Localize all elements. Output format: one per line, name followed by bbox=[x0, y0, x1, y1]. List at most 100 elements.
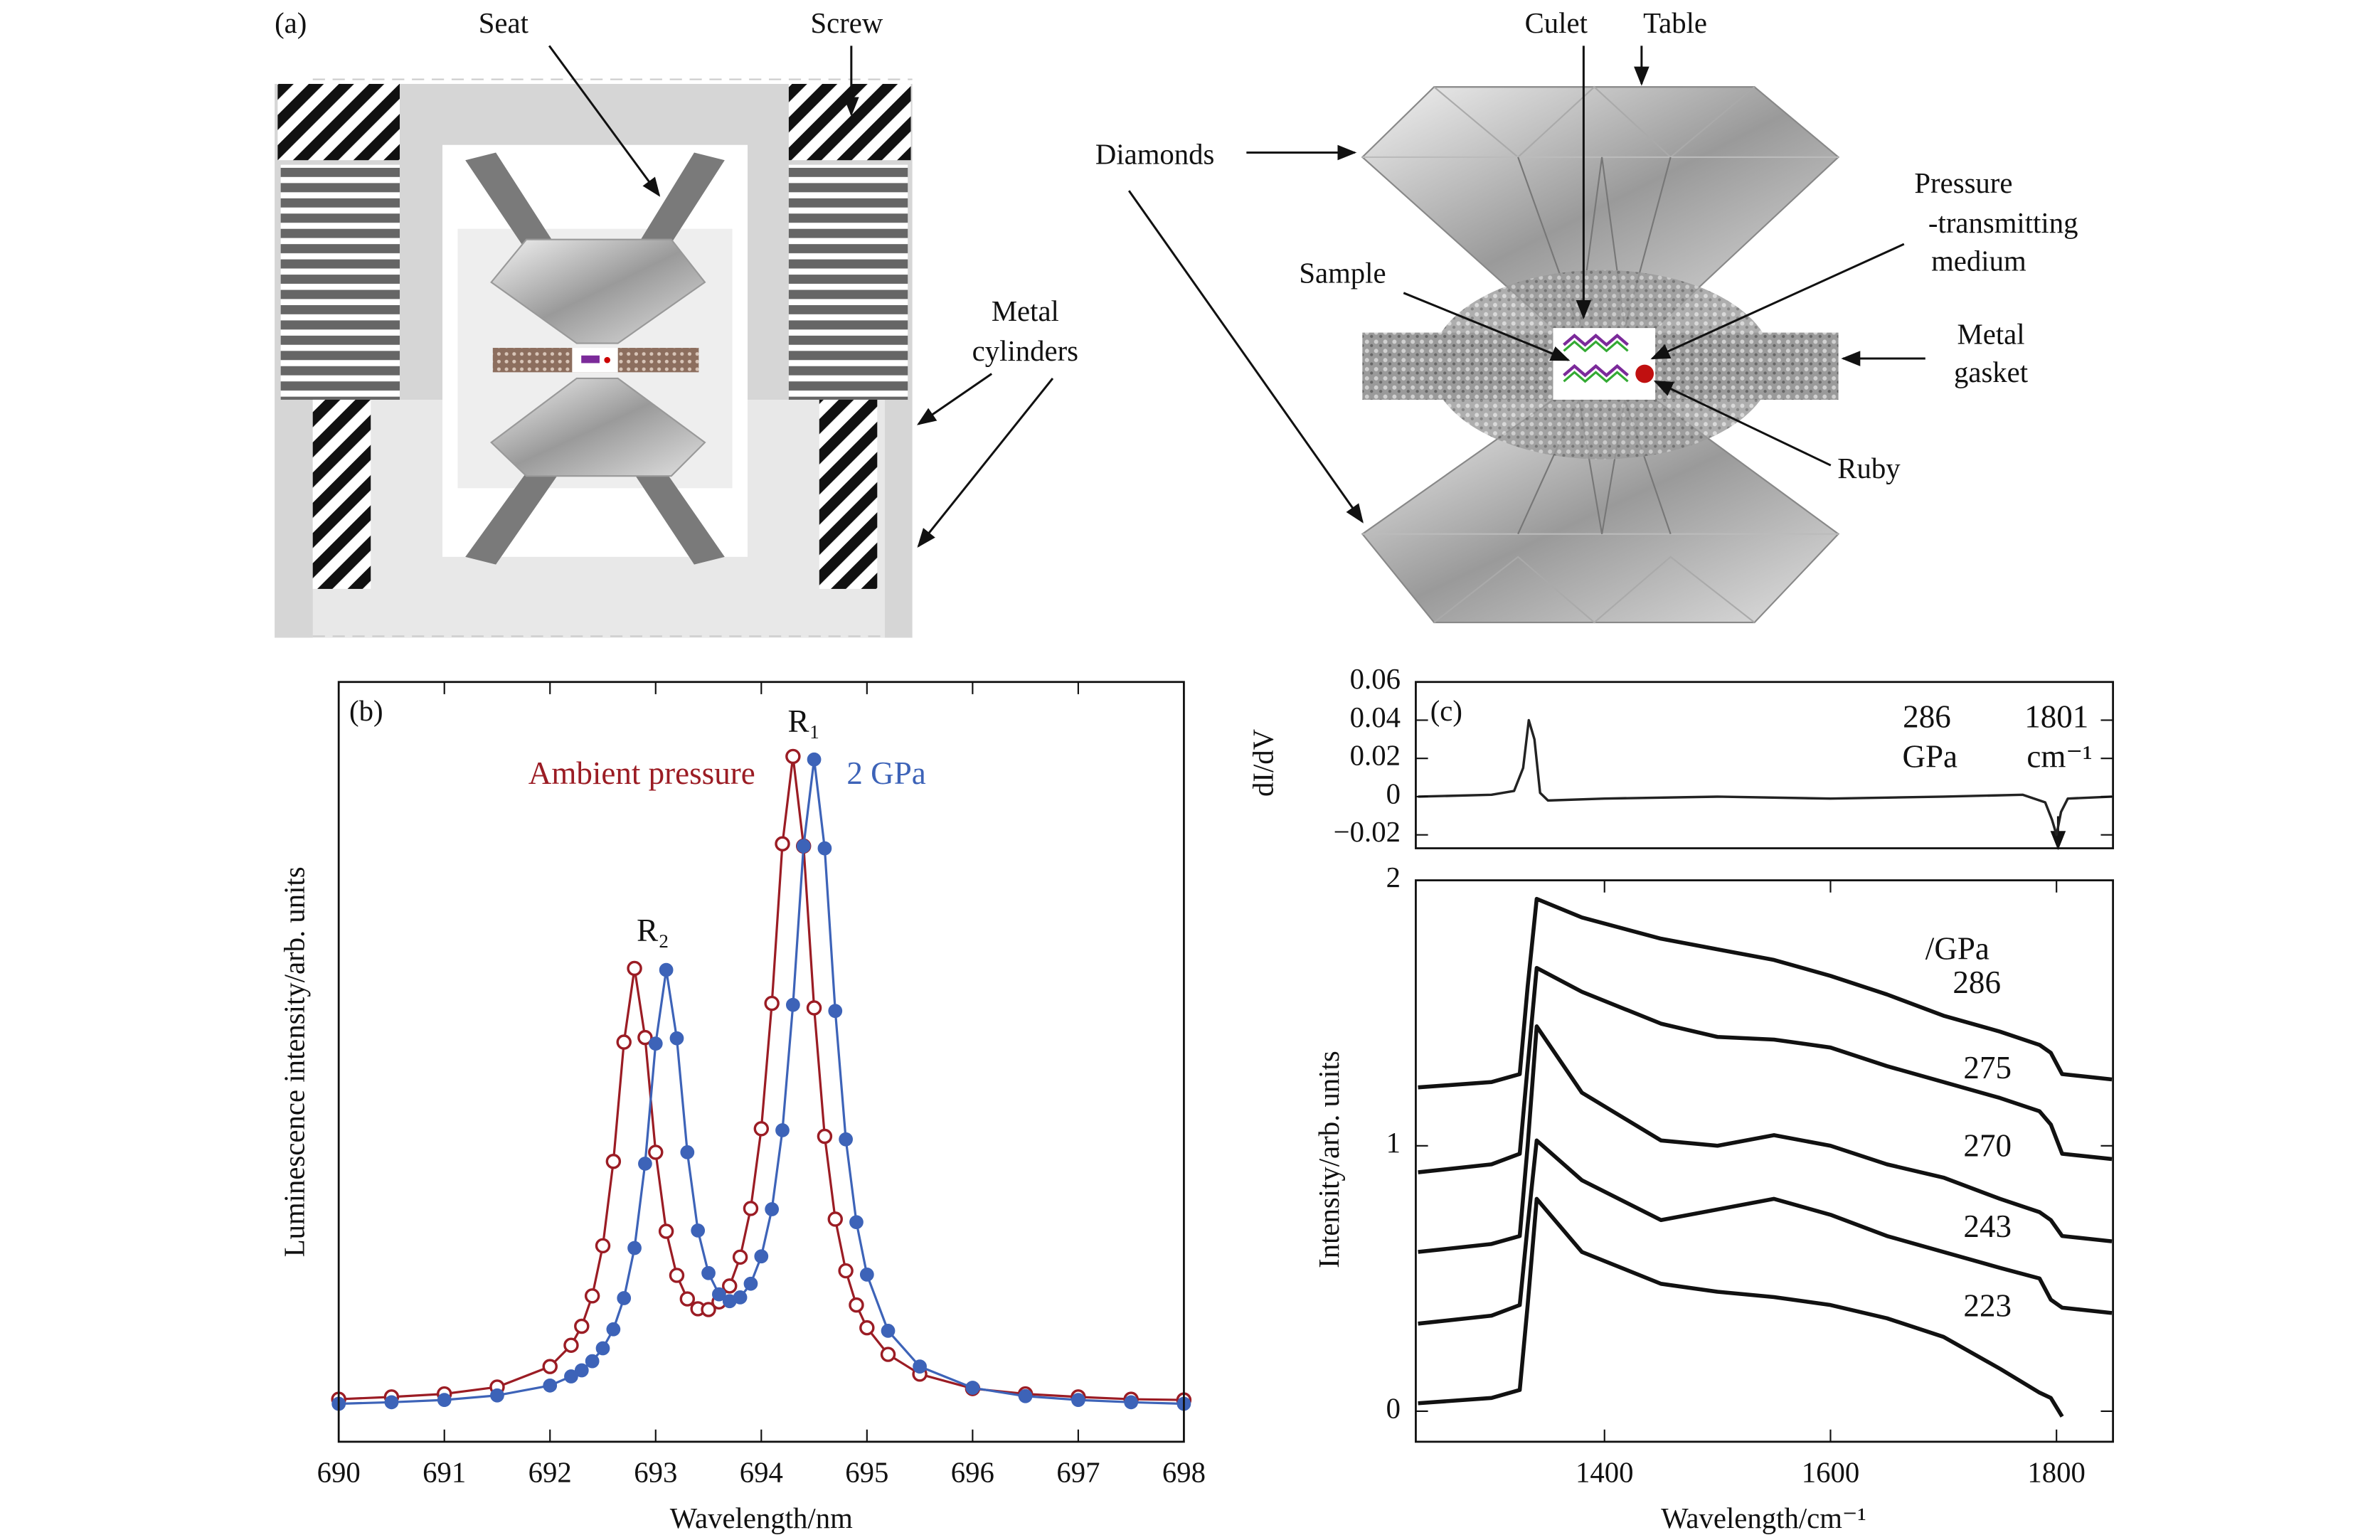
curve-label: 270 bbox=[1963, 1127, 2012, 1163]
y-tick-label: 1 bbox=[1386, 1127, 1401, 1159]
data-point bbox=[712, 1287, 726, 1302]
label: Diamonds bbox=[1095, 138, 1215, 170]
panel-label: (b) bbox=[349, 695, 383, 727]
x-tick-label: 698 bbox=[1162, 1456, 1206, 1488]
data-point bbox=[827, 1211, 843, 1227]
data-point bbox=[648, 1145, 664, 1160]
data-point bbox=[817, 1128, 833, 1145]
x-tick-label: 693 bbox=[634, 1456, 677, 1488]
series-line bbox=[1418, 1196, 2064, 1418]
y-tick-label: 2 bbox=[1386, 861, 1401, 893]
data-point bbox=[881, 1324, 896, 1338]
data-point bbox=[913, 1359, 927, 1374]
x-tick-label: 692 bbox=[528, 1456, 572, 1488]
data-point bbox=[605, 1154, 622, 1169]
x-axis-label: Wavelength/nm bbox=[670, 1502, 853, 1534]
label: Screw bbox=[810, 7, 883, 39]
data-point bbox=[606, 1322, 621, 1337]
data-point bbox=[659, 962, 674, 977]
legend-entry: 2 GPa bbox=[846, 755, 925, 791]
data-point bbox=[543, 1378, 558, 1393]
curve-label: 286 bbox=[1953, 965, 2001, 1000]
series-line bbox=[1418, 1024, 2113, 1254]
plot-frame bbox=[1415, 879, 2115, 1443]
data-point bbox=[765, 1202, 780, 1216]
data-point bbox=[585, 1354, 600, 1369]
y-axis-label: Luminescence intensity/arb. units bbox=[279, 866, 311, 1257]
data-point bbox=[806, 1000, 822, 1016]
data-point bbox=[732, 1249, 748, 1265]
data-point bbox=[775, 836, 790, 851]
data-point bbox=[775, 1123, 790, 1137]
series-line bbox=[339, 758, 1184, 1406]
data-point bbox=[584, 1288, 600, 1304]
data-point bbox=[595, 1238, 611, 1254]
data-point bbox=[669, 1031, 684, 1046]
x-tick-label: 695 bbox=[845, 1456, 888, 1488]
data-point bbox=[691, 1223, 706, 1238]
data-point bbox=[743, 1201, 759, 1216]
label: gasket bbox=[1954, 356, 2029, 388]
data-point bbox=[669, 1268, 685, 1283]
label: medium bbox=[1931, 245, 2026, 277]
data-point bbox=[680, 1145, 695, 1159]
diagram-labels: (a) Seat Screw Metal cylinders Culet Tab… bbox=[275, 7, 2078, 484]
series-line bbox=[1418, 896, 2113, 1090]
data-point bbox=[563, 1337, 579, 1353]
y-tick-label: 0.06 bbox=[1350, 663, 1401, 695]
label: Sample bbox=[1299, 257, 1386, 290]
data-point bbox=[849, 1215, 864, 1230]
data-point bbox=[838, 1263, 854, 1279]
label: Ruby bbox=[1837, 452, 1901, 484]
data-point bbox=[1018, 1388, 1033, 1403]
label: Culet bbox=[1525, 7, 1588, 39]
data-point bbox=[627, 1241, 642, 1255]
diamond-drawing bbox=[1361, 85, 1840, 624]
series-line bbox=[1418, 965, 2113, 1174]
annotation: R₂ bbox=[637, 913, 669, 948]
label: Table bbox=[1643, 7, 1707, 39]
data-point bbox=[828, 1004, 843, 1019]
data-point bbox=[638, 1157, 652, 1171]
panel-label: (a) bbox=[275, 7, 307, 39]
data-point bbox=[701, 1302, 716, 1317]
data-point bbox=[679, 1291, 696, 1307]
data-point bbox=[701, 1265, 716, 1280]
x-tick-label: 694 bbox=[740, 1456, 783, 1488]
data-point bbox=[743, 1276, 758, 1291]
data-point bbox=[839, 1132, 853, 1147]
data-point bbox=[1124, 1395, 1139, 1410]
annotation: /GPa bbox=[1925, 931, 1989, 967]
data-point bbox=[859, 1319, 875, 1336]
data-point bbox=[753, 1121, 770, 1137]
data-point bbox=[437, 1393, 452, 1407]
x-tick-label: 691 bbox=[423, 1456, 466, 1488]
data-point bbox=[849, 1297, 864, 1313]
data-point bbox=[637, 1029, 653, 1046]
y-tick-label: 0 bbox=[1386, 1392, 1401, 1424]
data-point bbox=[785, 997, 800, 1012]
x-tick-label: 1400 bbox=[1576, 1456, 1634, 1488]
data-point bbox=[542, 1359, 558, 1374]
data-point bbox=[490, 1388, 504, 1403]
y-tick-label: −0.02 bbox=[1334, 816, 1401, 848]
x-tick-label: 697 bbox=[1056, 1456, 1100, 1488]
data-point bbox=[754, 1249, 769, 1264]
data-point bbox=[859, 1268, 874, 1282]
data-point bbox=[1071, 1393, 1085, 1407]
data-point bbox=[574, 1363, 589, 1378]
label: Metal bbox=[1957, 318, 2025, 350]
label: cylinders bbox=[972, 335, 1078, 367]
x-tick-label: 690 bbox=[317, 1456, 361, 1488]
series-line bbox=[339, 755, 1184, 1401]
data-point bbox=[658, 1223, 674, 1239]
label: Seat bbox=[479, 7, 529, 39]
data-point bbox=[785, 748, 801, 765]
plot-frame bbox=[1415, 681, 2115, 849]
data-point bbox=[617, 1291, 632, 1305]
data-point bbox=[627, 960, 642, 977]
annotation: R₁ bbox=[787, 703, 820, 739]
legend-entry: Ambient pressure bbox=[528, 755, 755, 791]
data-point bbox=[616, 1034, 632, 1050]
